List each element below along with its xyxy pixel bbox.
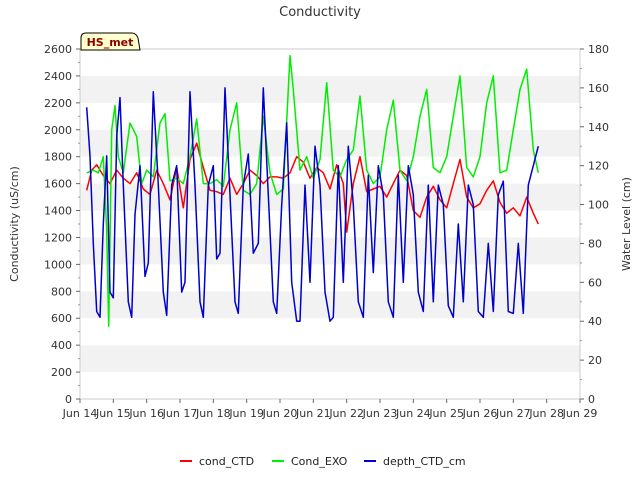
x-tick-label: Jun 23	[362, 407, 398, 420]
y-right-tick-label: 120	[588, 160, 609, 173]
y-left-tick-label: 600	[51, 312, 72, 325]
grid-band	[80, 372, 580, 399]
grid-band	[80, 75, 580, 103]
x-tick-label: Jun 25	[428, 407, 464, 420]
x-tick-label: Jun 26	[462, 407, 498, 420]
x-tick-label: Jun 18	[195, 407, 231, 420]
legend: cond_CTD Cond_EXO depth_CTD_cm	[180, 455, 466, 468]
y-right-tick-label: 20	[588, 354, 602, 367]
x-tick-label: Jun 27	[495, 407, 531, 420]
y-left-tick-label: 800	[51, 285, 72, 298]
x-tick-label: Jun 14	[62, 407, 98, 420]
y-axis-right: 0 20 40 60 80 100 120 140 160 180	[580, 43, 609, 406]
y-left-tick-label: 2200	[44, 97, 72, 110]
chart-title: Conductivity	[279, 5, 361, 20]
y-left-tick-label: 2600	[44, 43, 72, 56]
y-right-tick-label: 0	[588, 393, 595, 406]
site-badge-shape	[80, 32, 141, 51]
series-line-cond-exo	[86, 54, 540, 328]
y-right-tick-label: 80	[588, 237, 602, 250]
plot-series	[85, 54, 540, 328]
x-tick-label: Jun 19	[228, 407, 264, 420]
y-left-tick-label: 1000	[44, 258, 72, 271]
x-tick-label: Jun 15	[95, 407, 131, 420]
x-tick-label: Jun 17	[162, 407, 198, 420]
x-tick-label: Jun 20	[262, 407, 298, 420]
grid-band	[80, 318, 580, 346]
y-right-tick-label: 40	[588, 315, 602, 328]
legend-label: depth_CTD_cm	[383, 455, 466, 468]
grid-band	[80, 49, 580, 76]
x-tick-label: Jun 28	[528, 407, 564, 420]
site-badge-label: HS_met	[87, 36, 134, 49]
y-left-tick-label: 400	[51, 339, 72, 352]
x-tick-label: Jun 22	[328, 407, 364, 420]
y-left-tick-label: 1200	[44, 231, 72, 244]
legend-label: Cond_EXO	[291, 455, 348, 468]
y-right-tick-label: 180	[588, 43, 609, 56]
y-left-tick-label: 1600	[44, 178, 72, 191]
y-right-tick-label: 160	[588, 82, 609, 95]
y-left-tick-label: 1400	[44, 205, 72, 218]
y-left-tick-label: 200	[51, 366, 72, 379]
x-tick-label: Jun 16	[128, 407, 164, 420]
y-axis-left-label: Conductivity (uS/cm)	[8, 166, 21, 282]
series-line-depth-ctd-cm	[85, 87, 540, 322]
y-axis-right-label: Water Level (cm)	[620, 177, 633, 271]
y-right-tick-label: 100	[588, 199, 609, 212]
y-right-tick-label: 140	[588, 121, 609, 134]
grid-band	[80, 291, 580, 319]
y-axis-left: 0 200 400 600 800 1000 1200 1400 1600 1800 2000 220…	[44, 43, 80, 406]
x-tick-label: Jun 29	[562, 407, 598, 420]
grid-band	[80, 156, 580, 184]
y-right-tick-label: 60	[588, 276, 602, 289]
y-left-tick-label: 2400	[44, 70, 72, 83]
y-left-tick-label: 0	[65, 393, 72, 406]
x-tick-label: Jun 21	[295, 407, 331, 420]
x-tick-label: Jun 24	[395, 407, 431, 420]
site-badge: HS_met	[80, 32, 141, 51]
y-left-tick-label: 2000	[44, 124, 72, 137]
grid-band	[80, 345, 580, 373]
grid-band	[80, 264, 580, 292]
legend-label: cond_CTD	[199, 455, 254, 468]
y-left-tick-label: 1800	[44, 151, 72, 164]
